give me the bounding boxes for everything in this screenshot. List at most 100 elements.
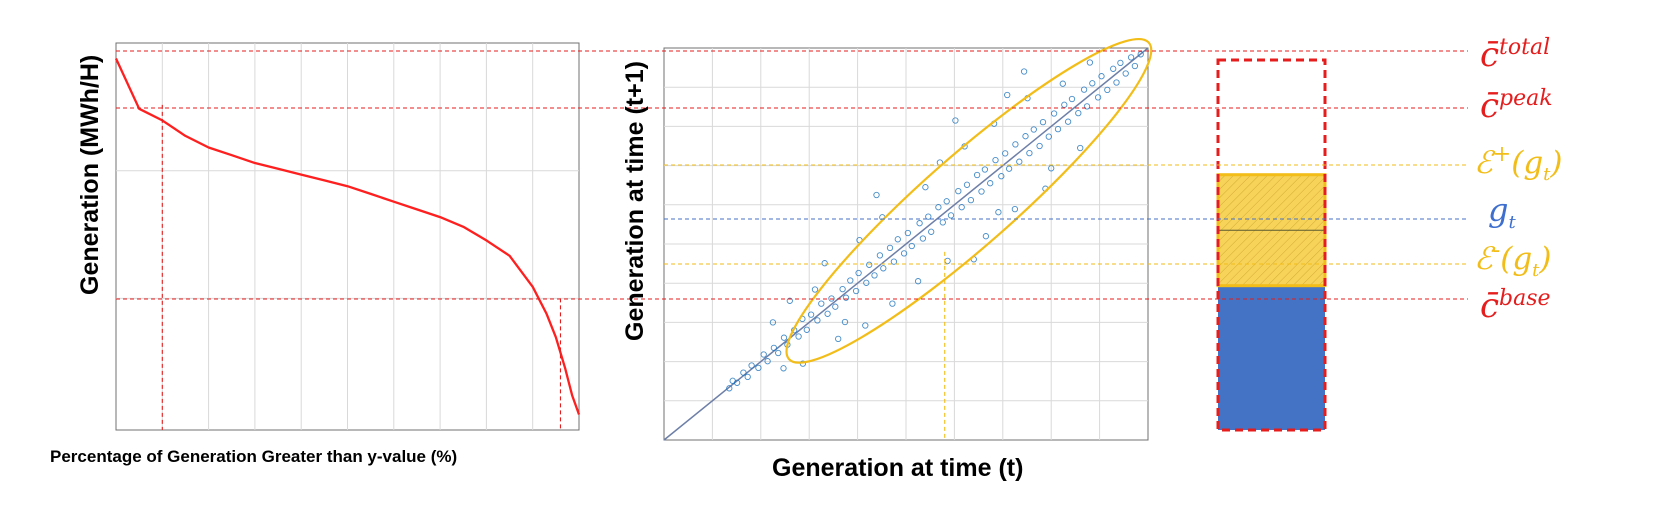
middle-scatter-point: [835, 335, 842, 343]
middle-scatter-point: [866, 261, 873, 268]
middle-scatter-point: [803, 326, 810, 333]
middle-scatter-point: [981, 166, 989, 173]
middle-scatter-point: [818, 300, 825, 307]
middle-scatter-point: [943, 198, 950, 205]
middle-scatter-point: [1094, 94, 1102, 101]
middle-scatter-point: [764, 358, 771, 365]
c-base-label: c̄base: [1480, 286, 1551, 326]
middle-scatter-point: [855, 269, 862, 277]
middle-scatter-point: [780, 334, 788, 341]
middle-scatter-point: [852, 287, 860, 295]
epsilon-plus-label: ℰ+(gt): [1474, 142, 1563, 185]
middle-scatter-point: [1016, 158, 1023, 165]
middle-scatter-point: [862, 322, 869, 329]
middle-x-axis-title: Generation at time (t): [772, 454, 1024, 482]
middle-scatter-point: [1022, 133, 1029, 140]
middle-scatter-point: [1050, 110, 1058, 117]
middle-scatter-point: [1026, 149, 1033, 157]
middle-scatter-point: [748, 362, 755, 369]
middle-scatter-point: [1039, 118, 1047, 126]
middle-scatter-point: [1045, 133, 1052, 140]
middle-scatter-point: [1059, 80, 1066, 87]
middle-scatter-point: [744, 373, 751, 381]
middle-scatter-point: [775, 349, 782, 357]
c-peak-base: c̄: [1480, 86, 1500, 126]
middle-scatter-point: [894, 236, 901, 243]
middle-scatter-point: [847, 277, 854, 284]
middle-scatter-point: [780, 365, 787, 372]
middle-scatter-point: [1131, 62, 1139, 70]
c-base-base: c̄: [1480, 286, 1500, 326]
c-peak-label: c̄peak: [1480, 86, 1553, 126]
epsilon-plus-arg: (g: [1511, 145, 1544, 181]
middle-scatter-point: [1012, 141, 1019, 148]
middle-scatter-point: [1086, 59, 1094, 66]
g-t-sub: t: [1508, 212, 1516, 233]
middle-scatter-point: [1083, 103, 1091, 110]
middle-scatter-point: [841, 318, 849, 326]
middle-scatter-point: [760, 351, 767, 358]
bar-base-fill: [1218, 285, 1325, 430]
middle-scatter-point: [916, 220, 923, 227]
middle-scatter-point: [952, 117, 959, 124]
middle-scatter-point: [922, 184, 929, 191]
middle-scatter-point: [1113, 79, 1120, 86]
middle-scatter-point: [914, 278, 922, 285]
epsilon-minus-label: ℰ-(gt): [1474, 238, 1552, 281]
middle-scatter-point: [947, 212, 955, 219]
middle-scatter-point: [786, 297, 793, 304]
left-x-axis-title: Percentage of Generation Greater than y-…: [50, 447, 458, 466]
middle-scatter-point: [1122, 70, 1129, 77]
middle-scatter-point: [1048, 165, 1055, 172]
epsilon-minus-sub: t: [1532, 260, 1540, 281]
epsilon-minus-base: ℰ: [1474, 241, 1493, 277]
middle-scatter-point: [769, 319, 777, 326]
epsilon-plus-close: ): [1550, 145, 1563, 181]
middle-scatter-point: [807, 311, 815, 318]
middle-scatter-point: [958, 204, 965, 211]
middle-scatter-point: [982, 233, 990, 240]
middle-scatter-point: [1080, 86, 1088, 93]
middle-scatter-point: [1089, 80, 1096, 87]
bar-lower-band-hatch: [1218, 230, 1325, 286]
middle-scatter-point: [987, 180, 994, 187]
middle-scatter-point: [828, 295, 835, 302]
middle-scatter-point: [1098, 73, 1105, 80]
middle-scatter-point: [1127, 54, 1135, 61]
middle-scatter-point: [939, 219, 946, 226]
g-t-label: gt: [1488, 191, 1516, 233]
middle-scatter-point: [880, 265, 887, 272]
middle-scatter-point: [839, 285, 846, 293]
bar-total-outline: [1216, 58, 1327, 432]
middle-scatter-point: [1020, 68, 1028, 75]
middle-scatter-point: [1011, 205, 1019, 213]
middle-scatter-point: [726, 385, 733, 392]
middle-scatter-point: [1004, 91, 1011, 99]
bar-upper-band-hatch: [1218, 174, 1325, 231]
middle-scatter-point: [871, 272, 878, 279]
middle-scatter-point: [740, 369, 747, 376]
middle-scatter-point: [978, 188, 985, 195]
epsilon-plus-base: ℰ: [1474, 145, 1493, 181]
middle-scatter-point: [889, 300, 896, 307]
middle-scatter-point: [1068, 95, 1076, 103]
middle-scatter-point: [1075, 109, 1082, 117]
middle-scatter-point: [995, 209, 1002, 216]
middle-scatter-point: [770, 344, 778, 352]
middle-scatter-point: [1002, 150, 1009, 157]
middle-scatter-point: [935, 204, 942, 211]
middle-scatter-point: [925, 213, 932, 220]
middle-scatter-point: [890, 258, 898, 265]
middle-scatter-point: [842, 294, 850, 301]
middle-scatter-point: [1005, 165, 1013, 172]
middle-scatter-point: [863, 279, 870, 286]
c-peak-sup: peak: [1499, 86, 1553, 111]
middle-scatter-point: [824, 310, 831, 317]
middle-scatter-point: [1137, 51, 1144, 58]
middle-scatter-point: [755, 364, 762, 372]
epsilon-minus-arg: (g: [1500, 241, 1533, 277]
middle-scatter-point: [1117, 59, 1124, 67]
middle-scatter-point: [955, 187, 962, 195]
middle-scatter-point: [876, 252, 884, 259]
